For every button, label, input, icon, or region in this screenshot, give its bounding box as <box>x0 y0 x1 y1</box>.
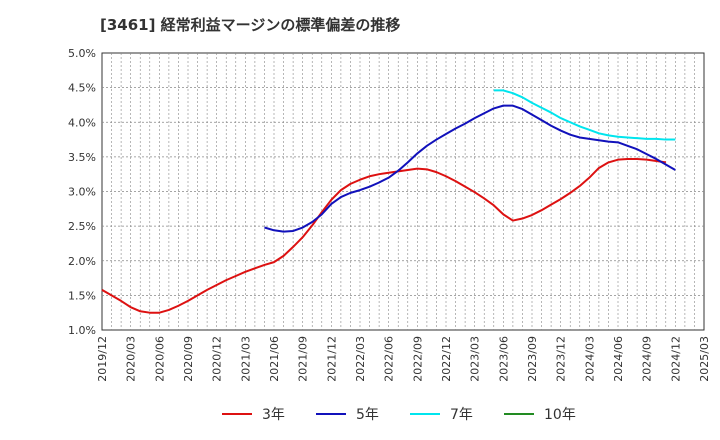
legend-label: 3年 <box>262 407 285 423</box>
x-axis: 2019/12 2020/03 2020/06 2020/09 2020/12 2021/… <box>96 336 711 382</box>
x-tick-label: 2025/03 <box>698 336 711 382</box>
x-tick-label: 2019/12 <box>96 336 109 382</box>
x-tick-label: 2022/09 <box>411 336 424 382</box>
legend-item: 7年 <box>410 402 473 426</box>
x-tick-label: 2024/09 <box>641 336 654 382</box>
y-axis: 1.0% 1.5% 2.0% 2.5% 3.0% 3.5% 4.0% 4.5% 5.0% <box>68 47 96 337</box>
legend-label: 5年 <box>356 407 379 423</box>
series-line-5年 <box>264 104 676 233</box>
x-tick-label: 2021/03 <box>239 336 252 382</box>
series-line-3年 <box>101 157 666 314</box>
x-tick-label: 2020/06 <box>153 336 166 382</box>
grid-layer <box>102 53 704 330</box>
x-tick-label: 2023/12 <box>555 336 568 382</box>
x-tick-label: 2020/03 <box>125 336 138 382</box>
legend-swatch <box>222 413 252 415</box>
legend-swatch <box>504 413 534 415</box>
y-tick-label: 4.0% <box>68 116 96 129</box>
y-tick-label: 4.5% <box>68 82 96 95</box>
x-tick-label: 2021/09 <box>297 336 310 382</box>
legend-label: 7年 <box>450 407 473 423</box>
y-tick-label: 2.0% <box>68 255 96 268</box>
x-tick-label: 2021/12 <box>325 336 338 382</box>
y-tick-label: 3.0% <box>68 186 96 199</box>
x-tick-label: 2022/12 <box>440 336 453 382</box>
x-tick-label: 2023/03 <box>469 336 482 382</box>
series-line-7年 <box>493 89 676 141</box>
legend-swatch <box>410 413 440 415</box>
y-tick-label: 5.0% <box>68 47 96 60</box>
legend-swatch <box>316 413 346 415</box>
x-tick-label: 2020/09 <box>182 336 195 382</box>
x-tick-label: 2024/06 <box>612 336 625 382</box>
x-tick-label: 2022/03 <box>354 336 367 382</box>
x-tick-label: 2021/06 <box>268 336 281 382</box>
x-tick-label: 2023/06 <box>497 336 510 382</box>
legend: 3年 5年 7年 10年 <box>0 402 720 426</box>
x-tick-label: 2023/09 <box>526 336 539 382</box>
x-tick-label: 2020/12 <box>211 336 224 382</box>
legend-item: 5年 <box>316 402 379 426</box>
y-tick-label: 1.5% <box>68 289 96 302</box>
legend-label: 10年 <box>544 407 576 423</box>
x-tick-label: 2024/03 <box>583 336 596 382</box>
y-tick-label: 2.5% <box>68 220 96 233</box>
x-tick-label: 2024/12 <box>669 336 682 382</box>
y-tick-label: 3.5% <box>68 151 96 164</box>
legend-item: 10年 <box>504 402 576 426</box>
x-tick-label: 2022/06 <box>383 336 396 382</box>
y-tick-label: 1.0% <box>68 324 96 337</box>
series-layer <box>101 89 676 314</box>
chart-title: [3461] 経常利益マージンの標準偏差の推移 <box>100 16 401 34</box>
legend-item: 3年 <box>222 402 285 426</box>
